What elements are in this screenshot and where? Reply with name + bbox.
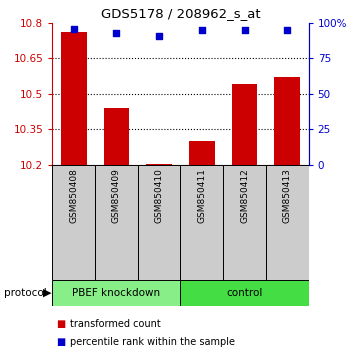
Text: GSM850408: GSM850408: [69, 168, 78, 223]
Bar: [61, 33, 87, 165]
Text: GSM850409: GSM850409: [112, 168, 121, 223]
Bar: [52, 280, 180, 306]
Title: GDS5178 / 208962_s_at: GDS5178 / 208962_s_at: [101, 7, 260, 21]
Point: [113, 30, 119, 36]
Text: ■: ■: [56, 319, 65, 329]
Bar: [180, 280, 309, 306]
Point: [199, 27, 205, 33]
Bar: [232, 84, 257, 165]
Text: PBEF knockdown: PBEF knockdown: [72, 288, 161, 298]
Text: protocol: protocol: [4, 288, 46, 298]
Bar: [223, 165, 266, 280]
Text: transformed count: transformed count: [70, 319, 161, 329]
Text: ■: ■: [56, 337, 65, 347]
Bar: [189, 141, 215, 165]
Text: GSM850413: GSM850413: [283, 168, 292, 223]
Bar: [52, 165, 95, 280]
Point: [242, 27, 247, 33]
Text: percentile rank within the sample: percentile rank within the sample: [70, 337, 235, 347]
Text: ▶: ▶: [43, 288, 51, 298]
Text: GSM850412: GSM850412: [240, 168, 249, 223]
Point: [284, 27, 290, 33]
Text: GSM850411: GSM850411: [197, 168, 206, 223]
Bar: [266, 165, 309, 280]
Bar: [274, 77, 300, 165]
Point: [71, 26, 77, 32]
Bar: [138, 165, 180, 280]
Bar: [95, 165, 138, 280]
Point: [156, 33, 162, 39]
Bar: [104, 108, 129, 165]
Bar: [180, 165, 223, 280]
Text: control: control: [226, 288, 263, 298]
Text: GSM850410: GSM850410: [155, 168, 164, 223]
